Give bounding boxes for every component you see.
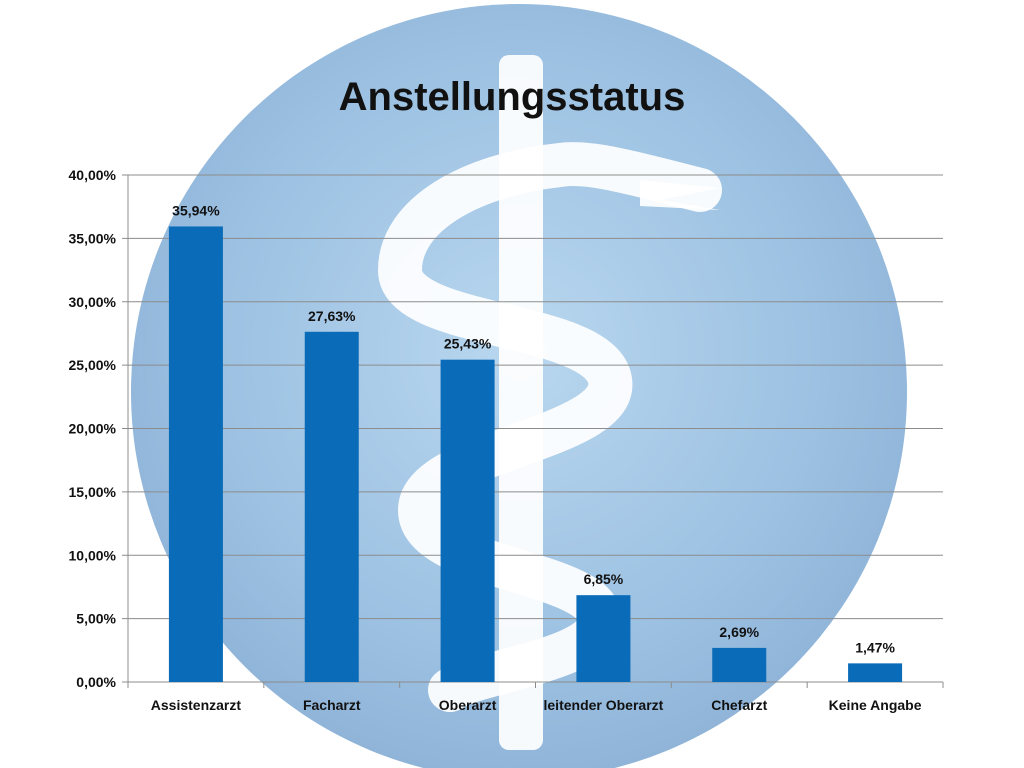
data-label: 27,63% bbox=[308, 308, 356, 324]
y-tick-label: 20,00% bbox=[69, 421, 117, 437]
emblem-snake-tongue bbox=[640, 180, 720, 210]
y-tick-label: 0,00% bbox=[76, 674, 116, 690]
gridlines bbox=[128, 174, 943, 620]
y-tick-label: 15,00% bbox=[69, 484, 117, 500]
y-tick-label: 25,00% bbox=[69, 357, 117, 373]
bars bbox=[168, 226, 903, 682]
x-tick-label: Facharzt bbox=[303, 697, 361, 713]
x-tick-label: Oberarzt bbox=[439, 697, 497, 713]
bar-chefarzt bbox=[712, 647, 767, 682]
data-label: 1,47% bbox=[855, 639, 895, 655]
data-labels: 35,94% 27,63% 25,43% 6,85% 2,69% 1,47% bbox=[172, 202, 895, 655]
data-label: 2,69% bbox=[719, 624, 759, 640]
bar-oberarzt bbox=[440, 359, 495, 682]
data-label: 25,43% bbox=[444, 336, 492, 352]
data-label: 6,85% bbox=[584, 571, 624, 587]
bar-keine-angabe bbox=[848, 663, 903, 682]
x-tick-label: leitender Oberarzt bbox=[544, 697, 664, 713]
axes: 0,00% 5,00% 10,00% 15,00% 20,00% 25,00% 30,00%… bbox=[69, 167, 944, 713]
x-tick-label: Chefarzt bbox=[711, 697, 767, 713]
y-tick-label: 40,00% bbox=[69, 167, 117, 183]
y-tick-label: 5,00% bbox=[76, 611, 116, 627]
bar-leitender-oberarzt bbox=[576, 595, 631, 682]
bar-assistenzarzt bbox=[168, 226, 223, 682]
chart-title: Anstellungsstatus bbox=[339, 75, 686, 119]
y-tick-label: 30,00% bbox=[69, 294, 117, 310]
x-tick-label: Keine Angabe bbox=[829, 697, 922, 713]
bar-facharzt bbox=[304, 331, 359, 682]
data-label: 35,94% bbox=[172, 202, 220, 218]
y-tick-label: 10,00% bbox=[69, 547, 117, 563]
y-tick-label: 35,00% bbox=[69, 230, 117, 246]
x-tick-label: Assistenzarzt bbox=[151, 697, 242, 713]
